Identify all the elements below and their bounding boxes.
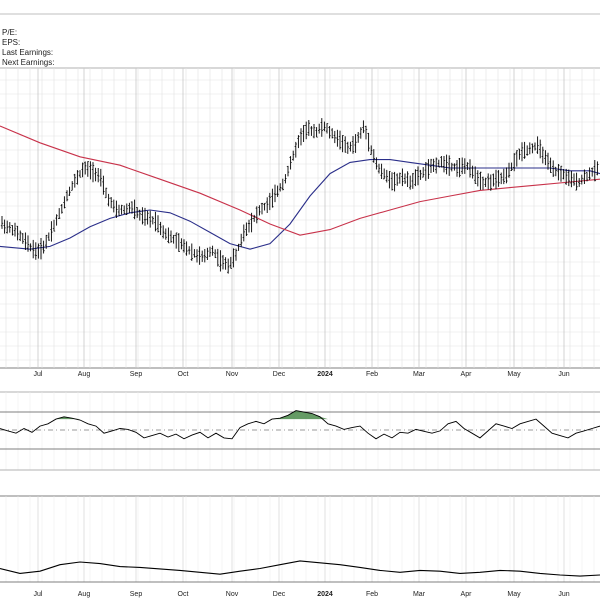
price-x-tick-label-1: Aug [78, 371, 91, 378]
oscillator-overbought-fill [296, 410, 304, 420]
oscillator-line [0, 410, 600, 440]
lower-x-tick-label-5: Dec [273, 591, 286, 598]
last-earnings-label: Last Earnings: [2, 48, 54, 57]
oscillator-overbought-fill [312, 413, 320, 420]
lower-x-tick-label-11: Jun [558, 591, 569, 598]
price-x-tick-label-9: Apr [461, 371, 473, 378]
lower-x-tick-label-7: Feb [366, 591, 378, 598]
lower-x-tick-label-3: Oct [178, 591, 189, 598]
oscillator-overbought-fill [304, 412, 312, 420]
price-x-tick-label-4: Nov [226, 371, 239, 378]
lower-x-tick-label-4: Nov [226, 591, 239, 598]
price-x-tick-label-3: Oct [178, 371, 189, 378]
lower-x-tick-label-8: Mar [413, 591, 426, 598]
price-x-tick-label-6: 2024 [317, 371, 333, 378]
pe-label: P/E: [2, 28, 18, 37]
lower-x-tick-label-0: Jul [34, 591, 43, 598]
lower-x-tick-label-10: May [507, 591, 521, 598]
oscillator-overbought-fill [288, 410, 296, 420]
price-x-tick-label-10: May [507, 371, 521, 378]
lower-x-tick-label-2: Sep [130, 591, 143, 598]
moving-average-line-1 [0, 125, 600, 236]
lower-indicator-line [0, 560, 600, 577]
price-x-tick-label-5: Dec [273, 371, 286, 378]
price-x-tick-label-8: Mar [413, 371, 426, 378]
lower-x-tick-label-9: Apr [461, 591, 473, 598]
eps-label: EPS: [2, 38, 21, 47]
moving-average-line-0 [0, 159, 600, 250]
price-x-tick-label-2: Sep [130, 371, 143, 378]
lower-x-tick-label-6: 2024 [317, 591, 333, 598]
price-x-tick-label-7: Feb [366, 371, 378, 378]
next-earnings-label: Next Earnings: [2, 58, 55, 67]
price-x-tick-label-11: Jun [558, 371, 569, 378]
lower-x-tick-label-1: Aug [78, 591, 91, 598]
price-x-tick-label-0: Jul [34, 371, 43, 378]
